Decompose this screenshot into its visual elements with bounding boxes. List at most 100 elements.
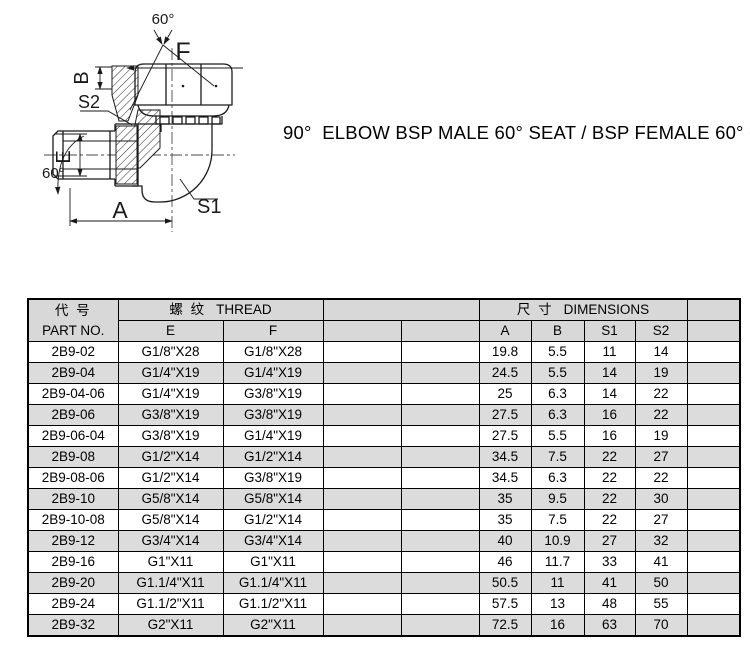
- cell-thread-e: G1/4"X19: [117, 383, 224, 405]
- cell-thread-e: G2"X11: [117, 614, 224, 637]
- table-row: 2B9-06 G3/8"X19 G3/8"X19 27.5 6.3 16 22: [27, 404, 741, 426]
- dim-label-a: A: [112, 197, 128, 223]
- cell-blank-1: [322, 362, 402, 384]
- cell-dim-a: 34.5: [478, 446, 532, 468]
- cell-part-no: 2B9-08-06: [27, 467, 119, 489]
- header-blank-right: [686, 298, 741, 321]
- dim-label-b: B: [71, 71, 93, 84]
- table-row: 2B9-24 G1.1/2"X11 G1.1/2"X11 57.5 13 48 55: [27, 593, 741, 615]
- cell-part-no: 2B9-12: [27, 530, 119, 552]
- cell-blank-2: [400, 572, 480, 594]
- cell-thread-f: G2"X11: [222, 614, 324, 637]
- cell-thread-e: G1"X11: [117, 551, 224, 573]
- cell-thread-f: G3/8"X19: [222, 467, 324, 489]
- cell-blank-2: [400, 362, 480, 384]
- cell-blank-3: [686, 425, 741, 447]
- table-row: 2B9-02 G1/8"X28 G1/8"X28 19.8 5.5 11 14: [27, 341, 741, 363]
- cell-part-no: 2B9-32: [27, 614, 119, 637]
- cell-dim-s1: 41: [583, 572, 636, 594]
- cell-thread-e: G5/8"X14: [117, 488, 224, 510]
- cell-dim-s2: 22: [634, 467, 688, 489]
- table-row: 2B9-16 G1"X11 G1"X11 46 11.7 33 41: [27, 551, 741, 573]
- col-header-b: B: [530, 320, 585, 342]
- header-thread-en: THREAD: [216, 302, 272, 317]
- cell-blank-2: [400, 488, 480, 510]
- cell-dim-s2: 41: [634, 551, 688, 573]
- cell-dim-b: 13: [530, 593, 585, 615]
- cell-dim-a: 72.5: [478, 614, 532, 637]
- cell-dim-s2: 55: [634, 593, 688, 615]
- dim-label-f: F: [175, 38, 190, 66]
- dimension-lines: [54, 29, 243, 226]
- cell-dim-s2: 70: [634, 614, 688, 637]
- col-header-s1: S1: [583, 320, 636, 342]
- cell-part-no: 2B9-04: [27, 362, 119, 384]
- cell-dim-s2: 19: [634, 362, 688, 384]
- header-part-no-cn: 代 号: [54, 302, 92, 318]
- cell-part-no: 2B9-10-08: [27, 509, 119, 531]
- cell-thread-e: G1/2"X14: [117, 467, 224, 489]
- cell-dim-a: 27.5: [478, 425, 532, 447]
- cell-dim-s2: 22: [634, 404, 688, 426]
- cell-thread-f: G1.1/4"X11: [222, 572, 324, 594]
- cell-dim-b: 9.5: [530, 488, 585, 510]
- cell-thread-f: G1/4"X19: [222, 362, 324, 384]
- cell-dim-s1: 16: [583, 425, 636, 447]
- cell-dim-a: 24.5: [478, 362, 532, 384]
- cell-blank-1: [322, 467, 402, 489]
- cell-dim-b: 6.3: [530, 467, 585, 489]
- col-header-blank-3: [686, 320, 741, 342]
- header-part-no-en: PART NO.: [42, 322, 105, 338]
- cell-dim-s2: 22: [634, 383, 688, 405]
- cell-dim-s2: 50: [634, 572, 688, 594]
- cell-part-no: 2B9-04-06: [27, 383, 119, 405]
- cell-dim-s1: 27: [583, 530, 636, 552]
- cell-blank-3: [686, 446, 741, 468]
- cell-dim-a: 19.8: [478, 341, 532, 363]
- header-row-1: 代 号 PART NO. 螺 纹 THREAD 尺 寸 DIMENSIONS: [27, 298, 741, 342]
- cell-dim-s2: 27: [634, 509, 688, 531]
- col-header-blank-1: [322, 320, 402, 342]
- table-body: 2B9-02 G1/8"X28 G1/8"X28 19.8 5.5 11 14 2B9-04 G…: [27, 341, 741, 637]
- cell-dim-s1: 63: [583, 614, 636, 637]
- dim-label-s2: S2: [78, 92, 100, 112]
- cell-part-no: 2B9-08: [27, 446, 119, 468]
- cell-blank-1: [322, 383, 402, 405]
- cell-thread-f: G1/8"X28: [222, 341, 324, 363]
- part-outline: [52, 63, 233, 203]
- cell-blank-3: [686, 530, 741, 552]
- cell-thread-f: G1/2"X14: [222, 446, 324, 468]
- cell-blank-1: [322, 425, 402, 447]
- cell-part-no: 2B9-10: [27, 488, 119, 510]
- header-blank-group: [322, 298, 480, 321]
- col-header-s2: S2: [634, 320, 688, 342]
- cell-blank-2: [400, 404, 480, 426]
- cell-dim-s1: 22: [583, 446, 636, 468]
- cell-part-no: 2B9-06: [27, 404, 119, 426]
- table-row: 2B9-12 G3/4"X14 G3/4"X14 40 10.9 27 32: [27, 530, 741, 552]
- cell-blank-3: [686, 383, 741, 405]
- cell-dim-s1: 22: [583, 467, 636, 489]
- cell-thread-f: G1/2"X14: [222, 509, 324, 531]
- cell-dim-s1: 22: [583, 488, 636, 510]
- cell-dim-b: 11: [530, 572, 585, 594]
- cell-blank-2: [400, 383, 480, 405]
- table-row: 2B9-08 G1/2"X14 G1/2"X14 34.5 7.5 22 27: [27, 446, 741, 468]
- cell-thread-f: G1/4"X19: [222, 425, 324, 447]
- cell-dim-b: 5.5: [530, 362, 585, 384]
- cell-blank-1: [322, 404, 402, 426]
- cell-blank-3: [686, 404, 741, 426]
- dim-label-e: E: [53, 150, 75, 163]
- table-row: 2B9-10 G5/8"X14 G5/8"X14 35 9.5 22 30: [27, 488, 741, 510]
- cell-thread-f: G3/8"X19: [222, 404, 324, 426]
- cell-thread-e: G1/2"X14: [117, 446, 224, 468]
- cell-dim-a: 46: [478, 551, 532, 573]
- cell-blank-3: [686, 551, 741, 573]
- cell-part-no: 2B9-24: [27, 593, 119, 615]
- cell-dim-s2: 32: [634, 530, 688, 552]
- cell-dim-b: 5.5: [530, 341, 585, 363]
- cell-dim-b: 10.9: [530, 530, 585, 552]
- cell-blank-3: [686, 362, 741, 384]
- cell-blank-1: [322, 530, 402, 552]
- col-header-blank-2: [400, 320, 480, 342]
